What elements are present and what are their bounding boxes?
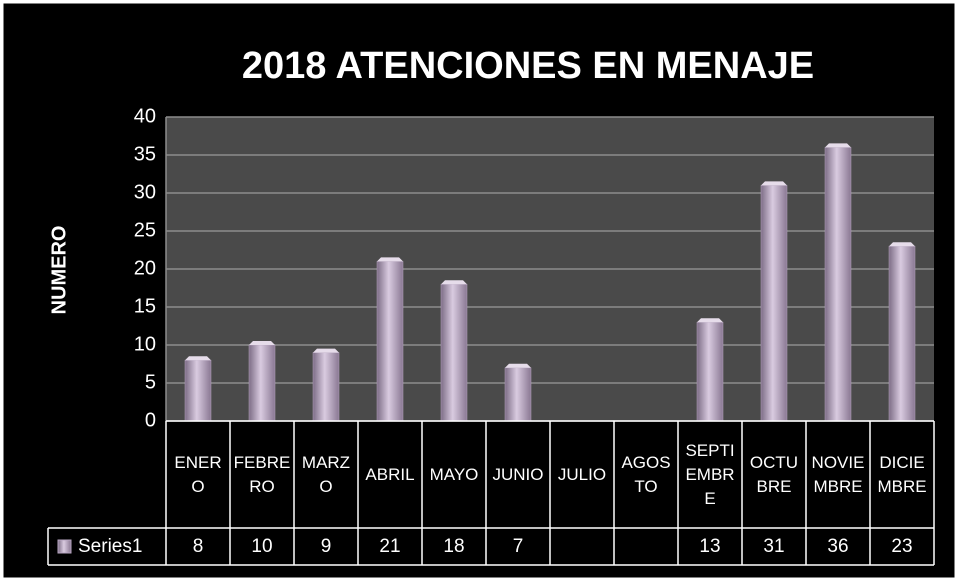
bar-top [185, 356, 211, 361]
x-tick-label-box: AGOSTO [621, 452, 671, 496]
y-tick-label: 5 [145, 371, 156, 393]
table-value: 23 [891, 535, 913, 557]
bar [248, 344, 276, 422]
bar [888, 245, 916, 422]
y-tick-label: 40 [134, 105, 156, 127]
x-tick-label: MARZO [301, 452, 351, 496]
table-value-box: 8 [192, 535, 204, 557]
bar [824, 147, 852, 422]
bar-top [377, 257, 403, 262]
x-tick-label-box: SEPTIEMBRE [685, 440, 735, 508]
x-tick-label: ENERO [174, 452, 222, 496]
x-tick-label-box: FEBRERO [233, 452, 291, 496]
x-tick-label: JUNIO [492, 464, 544, 484]
x-tick-label-box: MAYO [429, 464, 479, 484]
y-tick-label: 25 [134, 219, 156, 241]
table-value [614, 528, 678, 565]
chart-title: 2018 ATENCIONES EN MENAJE [242, 45, 814, 87]
x-tick-label: SEPTIEMBRE [685, 440, 735, 508]
table-value: 18 [443, 535, 465, 557]
y-tick-label: 35 [134, 143, 156, 165]
bar [760, 185, 788, 422]
x-tick-label-box: ENERO [174, 452, 222, 496]
legend-key [57, 539, 72, 554]
table-value-box: 9 [320, 535, 332, 557]
x-tick-label: NOVIEMBRE [811, 452, 865, 496]
legend-label: Series1 [78, 536, 142, 557]
bar-top [761, 181, 787, 186]
bar [696, 321, 724, 422]
table-value-box: 10 [251, 535, 273, 557]
table-value: 8 [192, 535, 204, 557]
table-value-box: 18 [443, 535, 465, 557]
bar-top [441, 280, 467, 285]
x-tick-label: AGOSTO [621, 452, 671, 496]
x-tick-label: DICIEMBRE [877, 452, 927, 496]
bar-top [697, 318, 723, 323]
table-value-box: 21 [379, 535, 401, 557]
x-tick-label-box: DICIEMBRE [877, 452, 927, 496]
table-value-box: 7 [512, 535, 524, 557]
x-tick-label-box: NOVIEMBRE [811, 452, 865, 496]
bar-top [505, 363, 531, 368]
table-value-box [614, 528, 678, 565]
x-tick-label-box: JUNIO [492, 464, 544, 484]
x-tick-label: JULIO [557, 464, 607, 484]
x-tick-label: MAYO [429, 464, 479, 484]
table-value: 36 [827, 535, 849, 557]
y-tick-label: 30 [134, 181, 156, 203]
table-value-box: 13 [699, 535, 721, 557]
table-value: 10 [251, 535, 273, 557]
bar-top [825, 143, 851, 148]
table-value-box: 36 [827, 535, 849, 557]
bar [312, 352, 340, 422]
bar [376, 261, 404, 422]
x-tick-label: ABRIL [365, 464, 415, 484]
table-value-box [550, 528, 614, 565]
table-value: 9 [320, 535, 332, 557]
table-value-box: 31 [763, 535, 785, 557]
x-tick-label-box: ABRIL [365, 464, 415, 484]
table-value: 21 [379, 535, 401, 557]
y-tick-label: 20 [134, 257, 156, 279]
x-tick-label-box: OCTUBRE [749, 452, 799, 496]
x-tick-label: FEBRERO [233, 452, 291, 496]
y-axis-label: NUMERO [48, 226, 70, 315]
x-tick-label-box: JULIO [557, 464, 607, 484]
bar-top [249, 341, 275, 345]
y-tick-label: 0 [145, 409, 156, 431]
bar [504, 367, 532, 422]
table-value-box: 23 [891, 535, 913, 557]
bar-top [313, 348, 339, 353]
bar [440, 283, 468, 422]
x-tick-label: OCTUBRE [749, 452, 799, 496]
y-tick-label: 15 [134, 295, 156, 317]
bar [184, 359, 212, 422]
table-value: 13 [699, 535, 721, 557]
x-tick-label-box: MARZO [301, 452, 351, 496]
bar-top [889, 242, 915, 247]
table-value: 31 [763, 535, 785, 557]
table-value [550, 528, 614, 565]
y-tick-label: 10 [134, 333, 156, 355]
table-value: 7 [512, 535, 524, 557]
